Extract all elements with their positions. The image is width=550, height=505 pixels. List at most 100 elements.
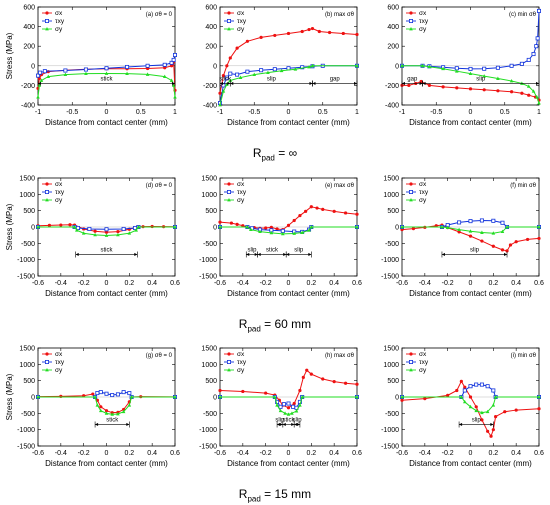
- x-tick-label: 0.2: [488, 280, 498, 287]
- legend-marker: [45, 11, 49, 15]
- legend-entry: σx: [419, 10, 427, 17]
- data-point: [173, 95, 177, 99]
- data-point: [526, 84, 531, 88]
- data-point: [37, 83, 42, 87]
- data-point: [293, 67, 298, 71]
- x-tick-label: 0.4: [329, 450, 339, 457]
- zone-label: slip: [476, 76, 486, 82]
- x-tick-label: -0.6: [32, 280, 44, 287]
- data-point: [259, 35, 263, 39]
- data-point: [455, 86, 459, 90]
- legend-entry: σy: [55, 367, 63, 374]
- data-point: [224, 75, 229, 80]
- data-point: [455, 69, 459, 73]
- data-point: [121, 390, 126, 395]
- x-tick-label: -0.4: [55, 280, 67, 287]
- data-point: [218, 103, 222, 107]
- data-point: [290, 411, 294, 415]
- data-point: [298, 403, 302, 407]
- data-point: [485, 384, 490, 389]
- data-point: [163, 66, 167, 70]
- data-point: [286, 401, 291, 406]
- data-point: [98, 390, 103, 395]
- y-tick-label: 0: [31, 225, 35, 232]
- data-point: [486, 429, 490, 433]
- panel-a: -400 -200 0 200 400 600 -1 -0.5 0 0.5 1 Distance fr…: [5, 5, 177, 128]
- legend-marker: [45, 352, 49, 356]
- data-point: [221, 89, 226, 93]
- y-tick-label: 1500: [201, 176, 217, 183]
- data-point: [99, 405, 103, 409]
- data-point: [474, 408, 479, 413]
- legend-entry: σy: [55, 26, 63, 33]
- series-σy: [218, 63, 359, 107]
- x-tick-label: 0.2: [124, 450, 134, 457]
- legend-entry: τxy: [55, 359, 65, 366]
- data-point: [127, 403, 132, 407]
- x-tick-label: 0.5: [318, 109, 328, 116]
- zone-arrow: [38, 81, 41, 86]
- data-point: [315, 206, 319, 210]
- data-point: [355, 225, 359, 229]
- data-point: [462, 388, 467, 393]
- data-point: [455, 388, 459, 393]
- zone-annotations: stick: [94, 417, 130, 428]
- data-point: [110, 393, 115, 398]
- data-point: [519, 61, 524, 66]
- data-point: [332, 380, 336, 384]
- series-σx: [400, 379, 541, 438]
- x-tick-label: 0: [287, 109, 291, 116]
- y-tick-label: 0: [31, 395, 35, 402]
- series-σy: [400, 225, 541, 235]
- panel-b: -400 -200 0 200 400 600 -1 -0.5 0 0.5 1 Distance fr…: [203, 5, 359, 128]
- data-point: [221, 74, 226, 78]
- data-point: [537, 236, 541, 241]
- data-point: [535, 36, 540, 41]
- data-point: [259, 68, 264, 73]
- zone-arrow: [282, 422, 286, 427]
- x-tick-label: 0: [287, 450, 291, 457]
- zone-label: slip: [470, 247, 480, 253]
- data-point: [228, 78, 233, 82]
- data-point: [468, 219, 473, 224]
- series-σy: [36, 225, 177, 237]
- data-point: [300, 29, 304, 34]
- y-tick-label: -1000: [17, 257, 35, 264]
- zone-arrow: [227, 81, 231, 86]
- y-tick-label: 200: [387, 44, 399, 51]
- data-point: [127, 391, 132, 396]
- x-tick-label: -0.4: [55, 450, 67, 457]
- panel-h: -1500 -1000 -500 0 500 1000 1500 -0.6 -0.4 -0.2 0 0…: [199, 346, 362, 469]
- zone-label: gap: [330, 76, 341, 82]
- zone-arrow: [126, 422, 130, 427]
- zone-arrow: [441, 252, 445, 257]
- legend-marker: [45, 368, 49, 372]
- data-point: [225, 64, 229, 68]
- panel-title: (a) σθ = 0: [146, 12, 173, 18]
- data-point: [496, 76, 500, 80]
- y-tick-label: -1500: [199, 274, 217, 281]
- data-point: [292, 401, 296, 406]
- data-point: [434, 224, 438, 228]
- data-point: [278, 408, 283, 413]
- legend-entry: σy: [237, 26, 245, 33]
- data-point: [491, 403, 496, 407]
- data-point: [503, 410, 507, 414]
- zone-label: gap: [407, 76, 418, 82]
- legend-entry: τxy: [419, 18, 429, 25]
- data-point: [91, 392, 95, 396]
- data-point: [110, 412, 115, 416]
- series-line: [402, 226, 539, 234]
- zone-label: stick: [283, 417, 296, 423]
- data-point: [173, 225, 177, 229]
- legend-entry: σx: [237, 351, 245, 358]
- legend-entry: τxy: [237, 18, 247, 25]
- y-tick-label: 500: [205, 378, 217, 385]
- data-point: [218, 91, 222, 95]
- data-point: [218, 220, 222, 224]
- data-point: [171, 83, 176, 87]
- y-tick-label: -200: [385, 83, 399, 90]
- data-point: [310, 63, 315, 68]
- y-tick-label: 0: [213, 395, 217, 402]
- data-point: [63, 72, 68, 77]
